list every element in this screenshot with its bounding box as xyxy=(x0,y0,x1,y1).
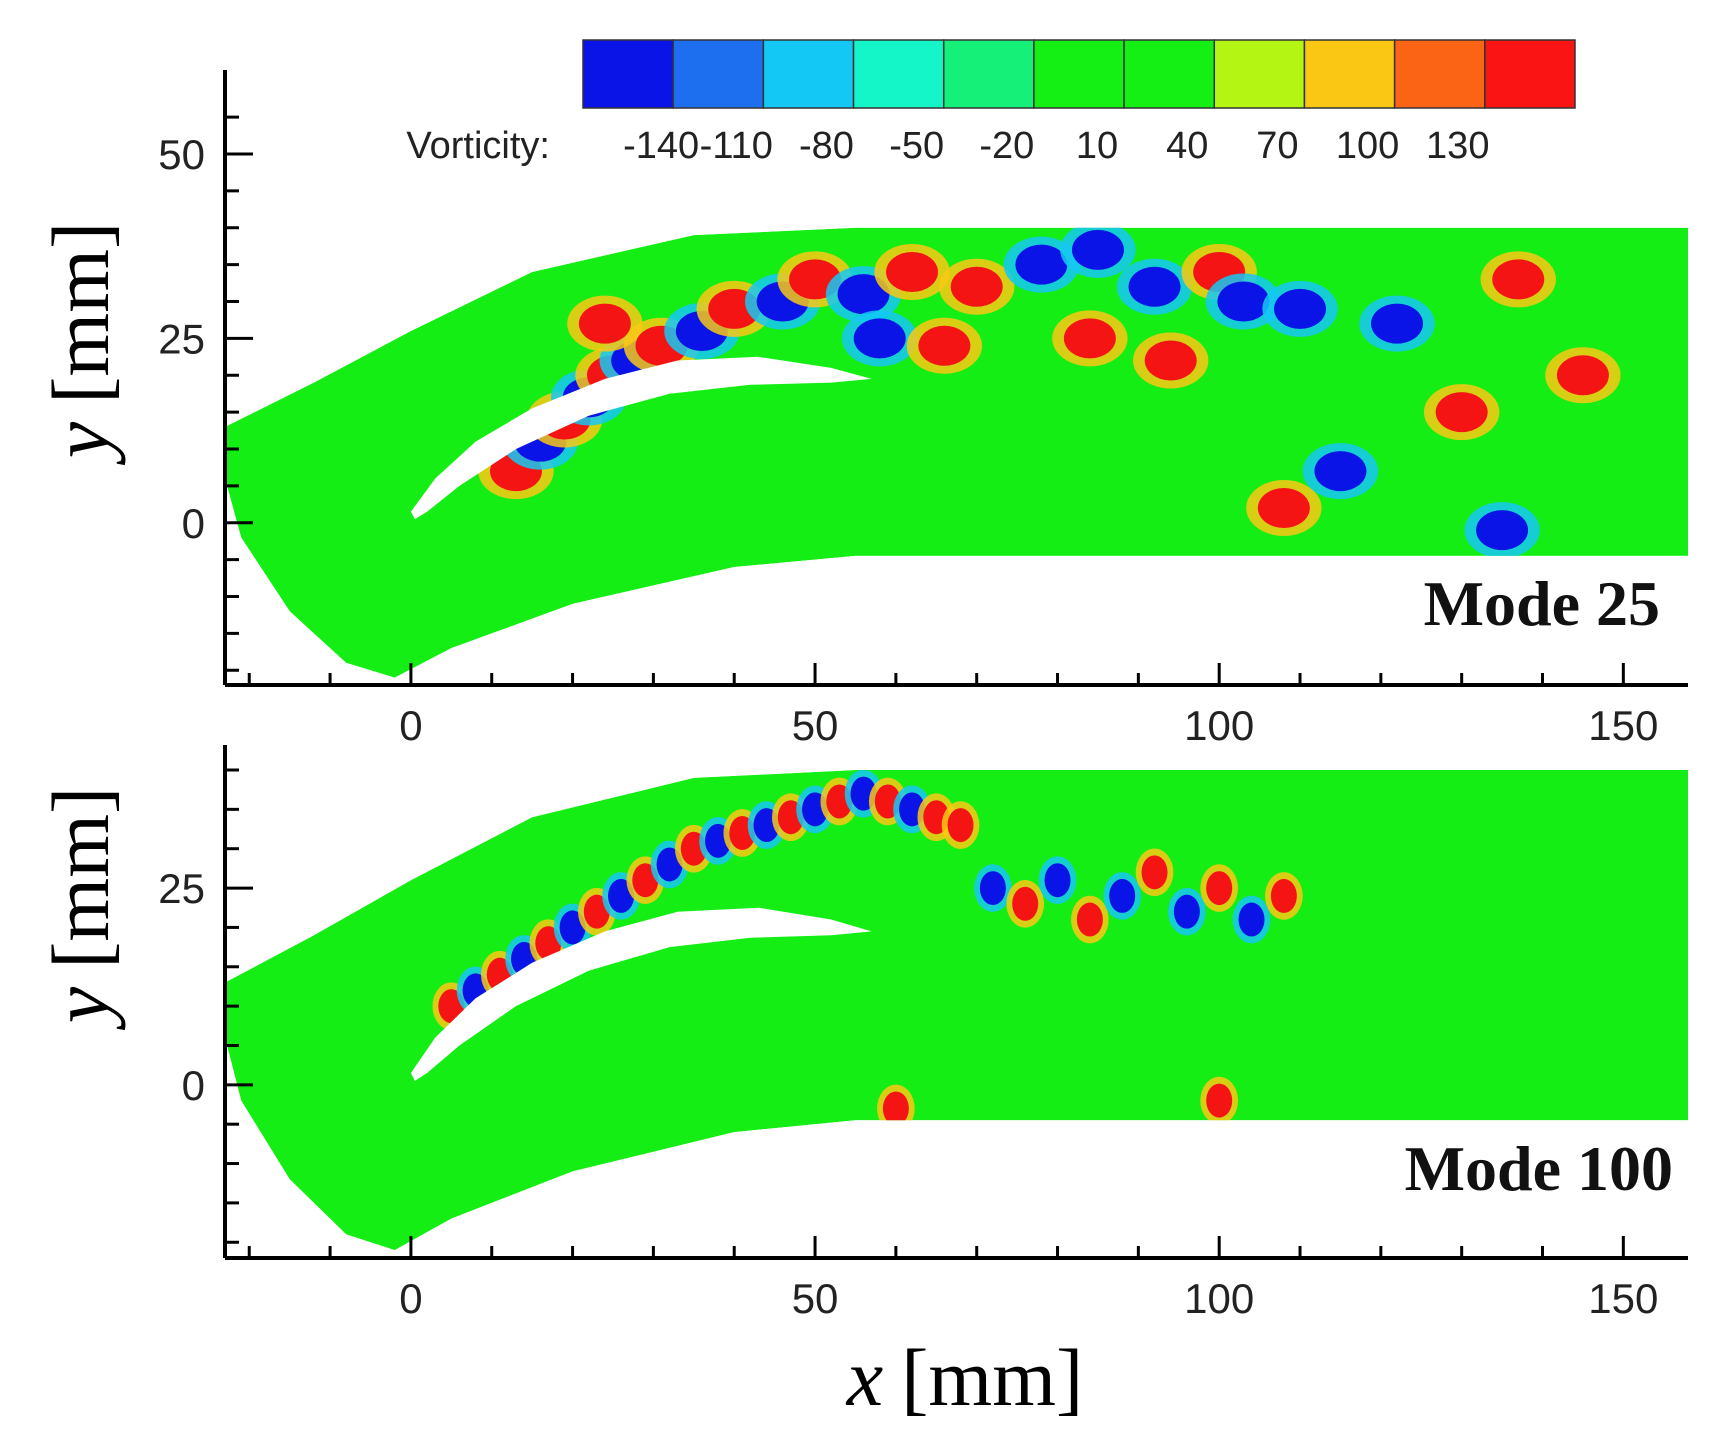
y-axis-unit-bottom: [mm] xyxy=(35,787,126,969)
y-axis-label-top: y [mm] xyxy=(35,222,126,466)
colorbar-tick-label: 10 xyxy=(1076,125,1118,167)
colorbar-swatch xyxy=(1123,39,1216,109)
x-tick-label: 150 xyxy=(1588,702,1658,749)
svg-text:y[mm]: y [mm] xyxy=(35,787,126,1031)
vortex-negative xyxy=(1173,894,1200,929)
y-tick-label: 0 xyxy=(182,1062,205,1109)
turbine-blade-top xyxy=(410,356,872,520)
y-axis-label-bottom: y [mm] xyxy=(35,787,126,1031)
x-axis-unit: [mm] xyxy=(901,1332,1083,1423)
panel-mode-25: 0 50 100 150 50 25 0 Mode 25 xyxy=(158,70,1688,749)
colorbar-tick-label: -110 xyxy=(700,125,773,167)
vortex-positive xyxy=(1144,340,1197,381)
vortex-negative xyxy=(837,274,890,315)
vortex-negative xyxy=(1128,266,1181,307)
vortex-positive xyxy=(918,325,971,366)
vortex-positive xyxy=(1206,1083,1233,1118)
y-tick-label: 25 xyxy=(158,865,205,912)
colorbar-tick-labels: -140 -110 -80 -50 -20 10 40 70 100 130 xyxy=(623,125,1489,167)
colorbar-tick-label: 100 xyxy=(1336,125,1399,167)
axes-top: 0 50 100 150 50 25 0 xyxy=(158,70,1688,749)
vortex-negative xyxy=(853,318,906,359)
mode-100-label: Mode 100 xyxy=(1405,1133,1673,1204)
y-tick-label: 0 xyxy=(182,500,205,547)
colorbar-tick-label: -50 xyxy=(889,125,944,167)
colorbar-swatch xyxy=(942,39,1035,109)
vortex-positive xyxy=(1141,855,1168,890)
colorbar-swatch xyxy=(1303,39,1396,109)
vortex-positive xyxy=(950,266,1003,307)
vortex-negative xyxy=(979,871,1006,906)
svg-text:y[mm]: y [mm] xyxy=(35,222,126,466)
vortex-negative xyxy=(1015,244,1068,285)
colorbar-swatch xyxy=(672,39,765,109)
colorbar-swatch xyxy=(1033,39,1125,109)
x-tick-label: 50 xyxy=(792,1275,839,1322)
colorbar-title: Vorticity: xyxy=(406,125,550,167)
x-axis-label: x [mm] xyxy=(846,1332,1084,1423)
axes-bottom: 0 50 100 150 25 0 xyxy=(158,745,1688,1322)
y-axis-var-bottom: y xyxy=(35,986,126,1030)
colorbar-swatch xyxy=(762,39,855,109)
vortex-positive xyxy=(886,252,939,292)
vortex-positive xyxy=(882,1091,909,1126)
colorbar-swatch xyxy=(852,39,945,109)
vortex-positive xyxy=(1556,355,1609,396)
vortex-positive xyxy=(1270,878,1297,913)
vortex-negative xyxy=(1371,303,1424,344)
colorbar-tick-label: 130 xyxy=(1426,125,1489,167)
y-tick-label: 25 xyxy=(158,315,205,362)
vortex-positive xyxy=(1012,886,1039,921)
x-tick-label: 0 xyxy=(399,1275,422,1322)
x-tick-label: 150 xyxy=(1588,1275,1658,1322)
colorbar-tick-label: -20 xyxy=(979,125,1034,167)
x-tick-label: 0 xyxy=(399,702,422,749)
vortex-negative xyxy=(1217,281,1270,322)
vortex-negative xyxy=(1109,878,1136,913)
vortex-positive xyxy=(1435,392,1488,433)
x-tick-label: 100 xyxy=(1184,702,1254,749)
vortex-negative xyxy=(1071,229,1124,270)
y-axis-unit-top: [mm] xyxy=(35,222,126,404)
vortex-positive xyxy=(1076,902,1103,937)
x-tick-label: 50 xyxy=(792,702,839,749)
vortex-positive xyxy=(578,303,631,344)
x-tick-label: 100 xyxy=(1184,1275,1254,1322)
vortex-negative xyxy=(1274,288,1327,329)
vortex-positive xyxy=(1063,318,1116,359)
colorbar-swatches xyxy=(582,39,1576,109)
mode-25-label: Mode 25 xyxy=(1424,568,1660,639)
turbine-blade-bottom xyxy=(410,907,872,1081)
colorbar-tick-label: 70 xyxy=(1256,125,1298,167)
vortex-positive xyxy=(947,808,974,843)
colorbar-swatch xyxy=(1213,39,1306,109)
vortex-negative xyxy=(1314,451,1367,492)
panel-mode-100: 0 50 100 150 25 0 Mode 100 xyxy=(158,745,1688,1322)
x-axis-var: x xyxy=(846,1332,883,1423)
vortex-positive xyxy=(1492,259,1545,300)
colorbar-tick-label: -140 xyxy=(623,125,699,167)
colorbar-swatch xyxy=(1484,39,1576,109)
vortex-positive xyxy=(1206,871,1233,906)
colorbar-tick-label: 40 xyxy=(1166,125,1208,167)
y-tick-label: 50 xyxy=(158,131,205,178)
vortex-negative xyxy=(1476,510,1529,551)
vortex-negative xyxy=(1044,863,1071,898)
vortex-positive xyxy=(1257,488,1310,528)
vortex-negative xyxy=(1238,902,1265,937)
colorbar-swatch xyxy=(582,39,674,109)
colorbar: Vorticity: -140 -110 -80 -50 -20 10 40 70 100 130 xyxy=(406,39,1576,167)
colorbar-tick-label: -80 xyxy=(799,125,854,167)
colorbar-swatch xyxy=(1393,39,1486,109)
y-axis-var-top: y xyxy=(35,421,126,465)
